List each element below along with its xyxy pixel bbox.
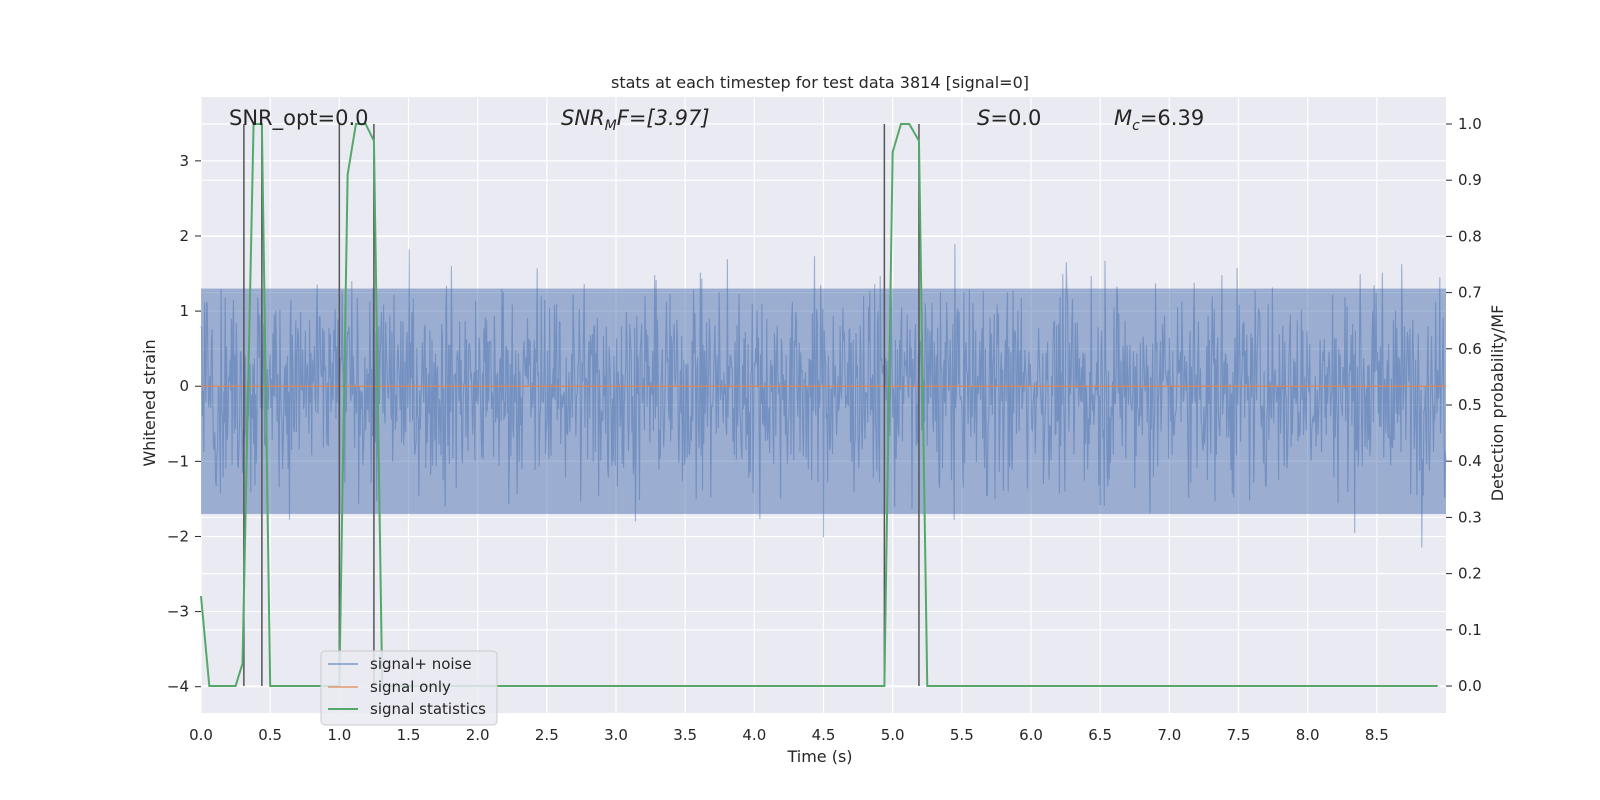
- chart-title: stats at each timestep for test data 381…: [611, 73, 1029, 92]
- x-axis-label: Time (s): [786, 747, 852, 766]
- y-tick-label: 2: [179, 227, 189, 245]
- y-axis-ticks: 3 2 1 0 −1 −2 −3 −4: [167, 152, 201, 696]
- annotation-snr-mf: SNRMF=[3.97]: [561, 106, 710, 134]
- y-right-tick-label: 0.9: [1458, 171, 1482, 189]
- x-tick-label: 7.0: [1157, 726, 1181, 744]
- y-right-tick-label: 1.0: [1458, 115, 1482, 133]
- annotation-snr-mf-main: SNR: [561, 106, 605, 130]
- x-tick-label: 4.5: [812, 726, 836, 744]
- annotation-mc-main: M: [1114, 106, 1132, 130]
- y-right-tick-label: 0.5: [1458, 396, 1482, 414]
- x-tick-label: 8.0: [1296, 726, 1320, 744]
- noise-band: [201, 288, 1446, 514]
- x-tick-label: 6.0: [1019, 726, 1043, 744]
- x-tick-label: 0.0: [189, 726, 213, 744]
- y-right-tick-label: 0.7: [1458, 284, 1482, 302]
- y-tick-label: 0: [179, 377, 189, 395]
- legend-entry-signal-only: signal only: [370, 678, 451, 696]
- y-axis-label: Whitened strain: [140, 339, 159, 466]
- legend-box: [320, 650, 498, 726]
- legend-entry-noise: signal+ noise: [370, 655, 472, 673]
- x-tick-label: 3.5: [673, 726, 697, 744]
- legend-entry-statistics: signal statistics: [370, 700, 486, 718]
- annotation-snr-mf-sub: M: [605, 118, 617, 134]
- y-right-tick-label: 0.3: [1458, 508, 1482, 526]
- x-tick-label: 3.0: [604, 726, 628, 744]
- legend: signal+ noise signal only signal statist…: [320, 650, 498, 726]
- x-tick-label: 1.0: [327, 726, 351, 744]
- x-tick-label: 7.5: [1227, 726, 1251, 744]
- y-right-tick-label: 0.6: [1458, 340, 1482, 358]
- y-tick-label: −3: [167, 603, 189, 621]
- y-tick-label: 1: [179, 302, 189, 320]
- y-right-tick-label: 0.2: [1458, 565, 1482, 583]
- y-right-tick-label: 0.0: [1458, 677, 1482, 695]
- annotation-snr-opt: SNR_opt=0.0: [229, 106, 369, 131]
- signal-noise-series: [200, 244, 1447, 548]
- annotation-s: S=0.0: [977, 106, 1041, 130]
- x-tick-label: 5.5: [950, 726, 974, 744]
- statistics-line: [200, 122, 1438, 688]
- x-axis-ticks: 0.0 0.5 1.0 1.5 2.0 2.5 3.0 3.5 4.0 4.5 5.0 5.5 6.0 6…: [189, 726, 1389, 744]
- x-tick-label: 0.5: [258, 726, 282, 744]
- x-tick-label: 6.5: [1088, 726, 1112, 744]
- x-tick-label: 4.0: [742, 726, 766, 744]
- x-tick-label: 2.0: [466, 726, 490, 744]
- signal-statistics-series: [200, 122, 1438, 688]
- x-tick-label: 2.5: [535, 726, 559, 744]
- y-right-axis-label: Detection probability/MF: [1488, 305, 1507, 502]
- annotation-s-var: S: [977, 106, 990, 130]
- x-tick-label: 8.5: [1365, 726, 1389, 744]
- x-tick-label: 1.5: [397, 726, 421, 744]
- y-right-tick-label: 0.1: [1458, 621, 1482, 639]
- y-right-tick-label: 0.4: [1458, 452, 1482, 470]
- annotation-s-rest: =0.0: [990, 106, 1041, 130]
- y-tick-label: 3: [179, 152, 189, 170]
- annotation-mc-rest: =6.39: [1140, 106, 1204, 130]
- y-right-axis-ticks: 1.0 0.9 0.8 0.7 0.6 0.5 0.4 0.3 0.2 0.1 0.0: [1446, 115, 1482, 695]
- y-tick-label: −1: [167, 452, 189, 470]
- x-tick-label: 5.0: [881, 726, 905, 744]
- y-tick-label: −2: [167, 527, 189, 545]
- y-right-tick-label: 0.8: [1458, 227, 1482, 245]
- y-tick-label: −4: [167, 678, 189, 696]
- annotation-mc: Mc=6.39: [1114, 106, 1204, 134]
- annotation-mc-sub: c: [1132, 118, 1140, 134]
- annotation-snr-mf-rest: F=[3.97]: [617, 106, 710, 130]
